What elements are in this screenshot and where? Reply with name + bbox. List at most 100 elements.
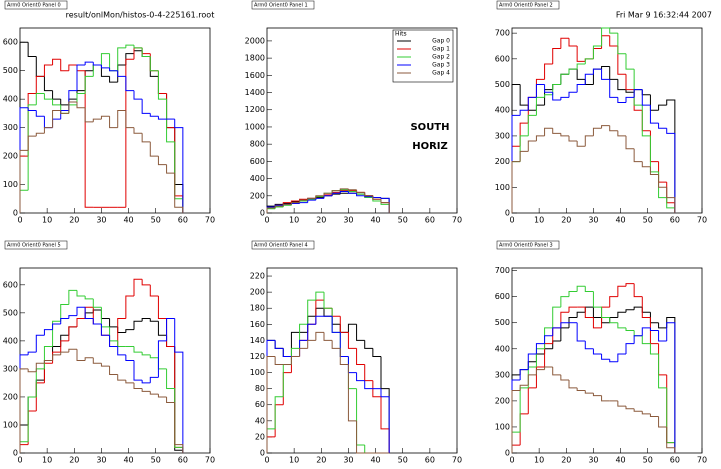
histogram-bin xyxy=(364,444,373,454)
histogram-bin xyxy=(76,317,86,327)
histogram-bin xyxy=(125,380,134,384)
histogram-bin xyxy=(266,339,276,453)
histogram-bin xyxy=(174,402,184,453)
histogram-bin xyxy=(84,70,94,91)
histogram-bin xyxy=(174,127,184,213)
y-tick-label: 0 xyxy=(260,449,265,458)
histogram-bin xyxy=(568,68,578,75)
histogram-bin xyxy=(601,27,610,46)
histogram-bin xyxy=(625,53,635,70)
y-tick-label: 20 xyxy=(255,432,265,441)
histogram-bin xyxy=(307,323,316,341)
histogram-bin xyxy=(633,69,643,106)
y-tick-label: 600 xyxy=(3,280,18,289)
histogram-bin xyxy=(658,353,667,389)
histogram-bin xyxy=(174,141,184,213)
y-tick-label: 400 xyxy=(495,344,510,353)
histogram-bin xyxy=(19,354,29,453)
histogram-bin xyxy=(535,348,545,368)
histogram-bin xyxy=(601,395,610,402)
plot-frame xyxy=(266,267,458,454)
histogram-bin xyxy=(282,372,292,405)
histogram-bin xyxy=(84,357,94,361)
histogram-bin xyxy=(641,89,651,106)
histogram-bin xyxy=(60,99,69,106)
histogram-bin xyxy=(331,316,341,333)
histogram-bin xyxy=(76,65,86,72)
panel-title: Arm0 Orient0 Panel 2 xyxy=(499,3,553,9)
histogram-bin xyxy=(100,65,110,69)
x-tick-label: 30 xyxy=(343,456,353,465)
histogram-bin xyxy=(60,351,69,355)
histogram-bin xyxy=(568,68,578,75)
histogram-bin xyxy=(299,202,308,204)
y-tick-label: 600 xyxy=(3,38,18,47)
histogram-bin xyxy=(511,84,521,213)
y-tick-label: 200 xyxy=(495,396,510,405)
y-tick-label: 300 xyxy=(3,123,18,132)
histogram-bin xyxy=(527,114,537,136)
histogram-bin xyxy=(560,73,569,85)
histogram-bin xyxy=(625,89,635,93)
histogram-bin xyxy=(149,141,159,157)
histogram-bin xyxy=(658,330,667,342)
histogram-bin xyxy=(372,195,381,200)
histogram-bin xyxy=(584,79,594,86)
histogram-bin xyxy=(315,299,324,325)
histogram-bin xyxy=(592,307,602,319)
histogram-bin xyxy=(133,50,143,54)
histogram-bin xyxy=(60,59,69,72)
histogram-bin xyxy=(52,323,61,330)
y-tick-label: 0 xyxy=(505,209,510,218)
y-tick-label: 300 xyxy=(3,364,18,373)
y-tick-label: 220 xyxy=(250,272,265,281)
histogram-bin xyxy=(641,110,651,132)
histogram-bin xyxy=(141,317,151,322)
histogram-bin xyxy=(347,191,357,194)
plot-frame xyxy=(511,27,703,214)
histogram-bin xyxy=(560,311,569,328)
histogram-bin xyxy=(149,56,159,77)
x-tick-label: 20 xyxy=(316,216,326,225)
histogram-bin xyxy=(527,96,537,111)
histogram-bin xyxy=(52,90,61,100)
panel-title-box xyxy=(496,0,560,10)
histogram-bin xyxy=(299,323,308,349)
date: Fri Mar 9 16:32:44 2007 xyxy=(616,11,712,20)
histogram-bin xyxy=(641,89,651,96)
histogram-bin xyxy=(19,444,29,453)
histogram-bin xyxy=(364,192,373,197)
histogram-bin xyxy=(35,110,45,117)
histogram-bin xyxy=(576,322,586,342)
histogram-bin xyxy=(290,202,300,205)
histogram-bin xyxy=(274,340,284,349)
histogram-bin xyxy=(109,53,118,72)
histogram-bin xyxy=(43,76,53,92)
histogram-bin xyxy=(356,348,365,366)
histogram-bin xyxy=(100,115,110,120)
histogram-bin xyxy=(568,380,578,389)
x-tick-label: 30 xyxy=(96,456,106,465)
histogram-bin xyxy=(511,379,521,453)
histogram-bin xyxy=(60,110,69,120)
plot-frame xyxy=(266,27,458,214)
histogram-bin xyxy=(527,366,537,388)
histogram-bin xyxy=(92,357,102,364)
histogram-bin xyxy=(609,317,618,324)
histogram-bin xyxy=(19,149,29,213)
y-tick-label: 600 xyxy=(495,292,510,301)
histogram-bin xyxy=(519,369,529,381)
histogram-bin xyxy=(356,388,365,446)
histogram-bin xyxy=(149,376,159,383)
legend-label: Gap 0 xyxy=(432,38,450,45)
histogram-bin xyxy=(274,396,284,429)
histogram-bin xyxy=(576,387,586,391)
y-tick-label: 200 xyxy=(495,157,510,166)
histogram-bin xyxy=(609,79,618,98)
y-tick-label: 140 xyxy=(250,336,265,345)
histogram-bin xyxy=(576,45,586,62)
histogram-bin xyxy=(282,203,292,207)
histogram-bin xyxy=(27,92,37,157)
plot-frame xyxy=(19,27,211,214)
histogram-bin xyxy=(76,90,86,100)
